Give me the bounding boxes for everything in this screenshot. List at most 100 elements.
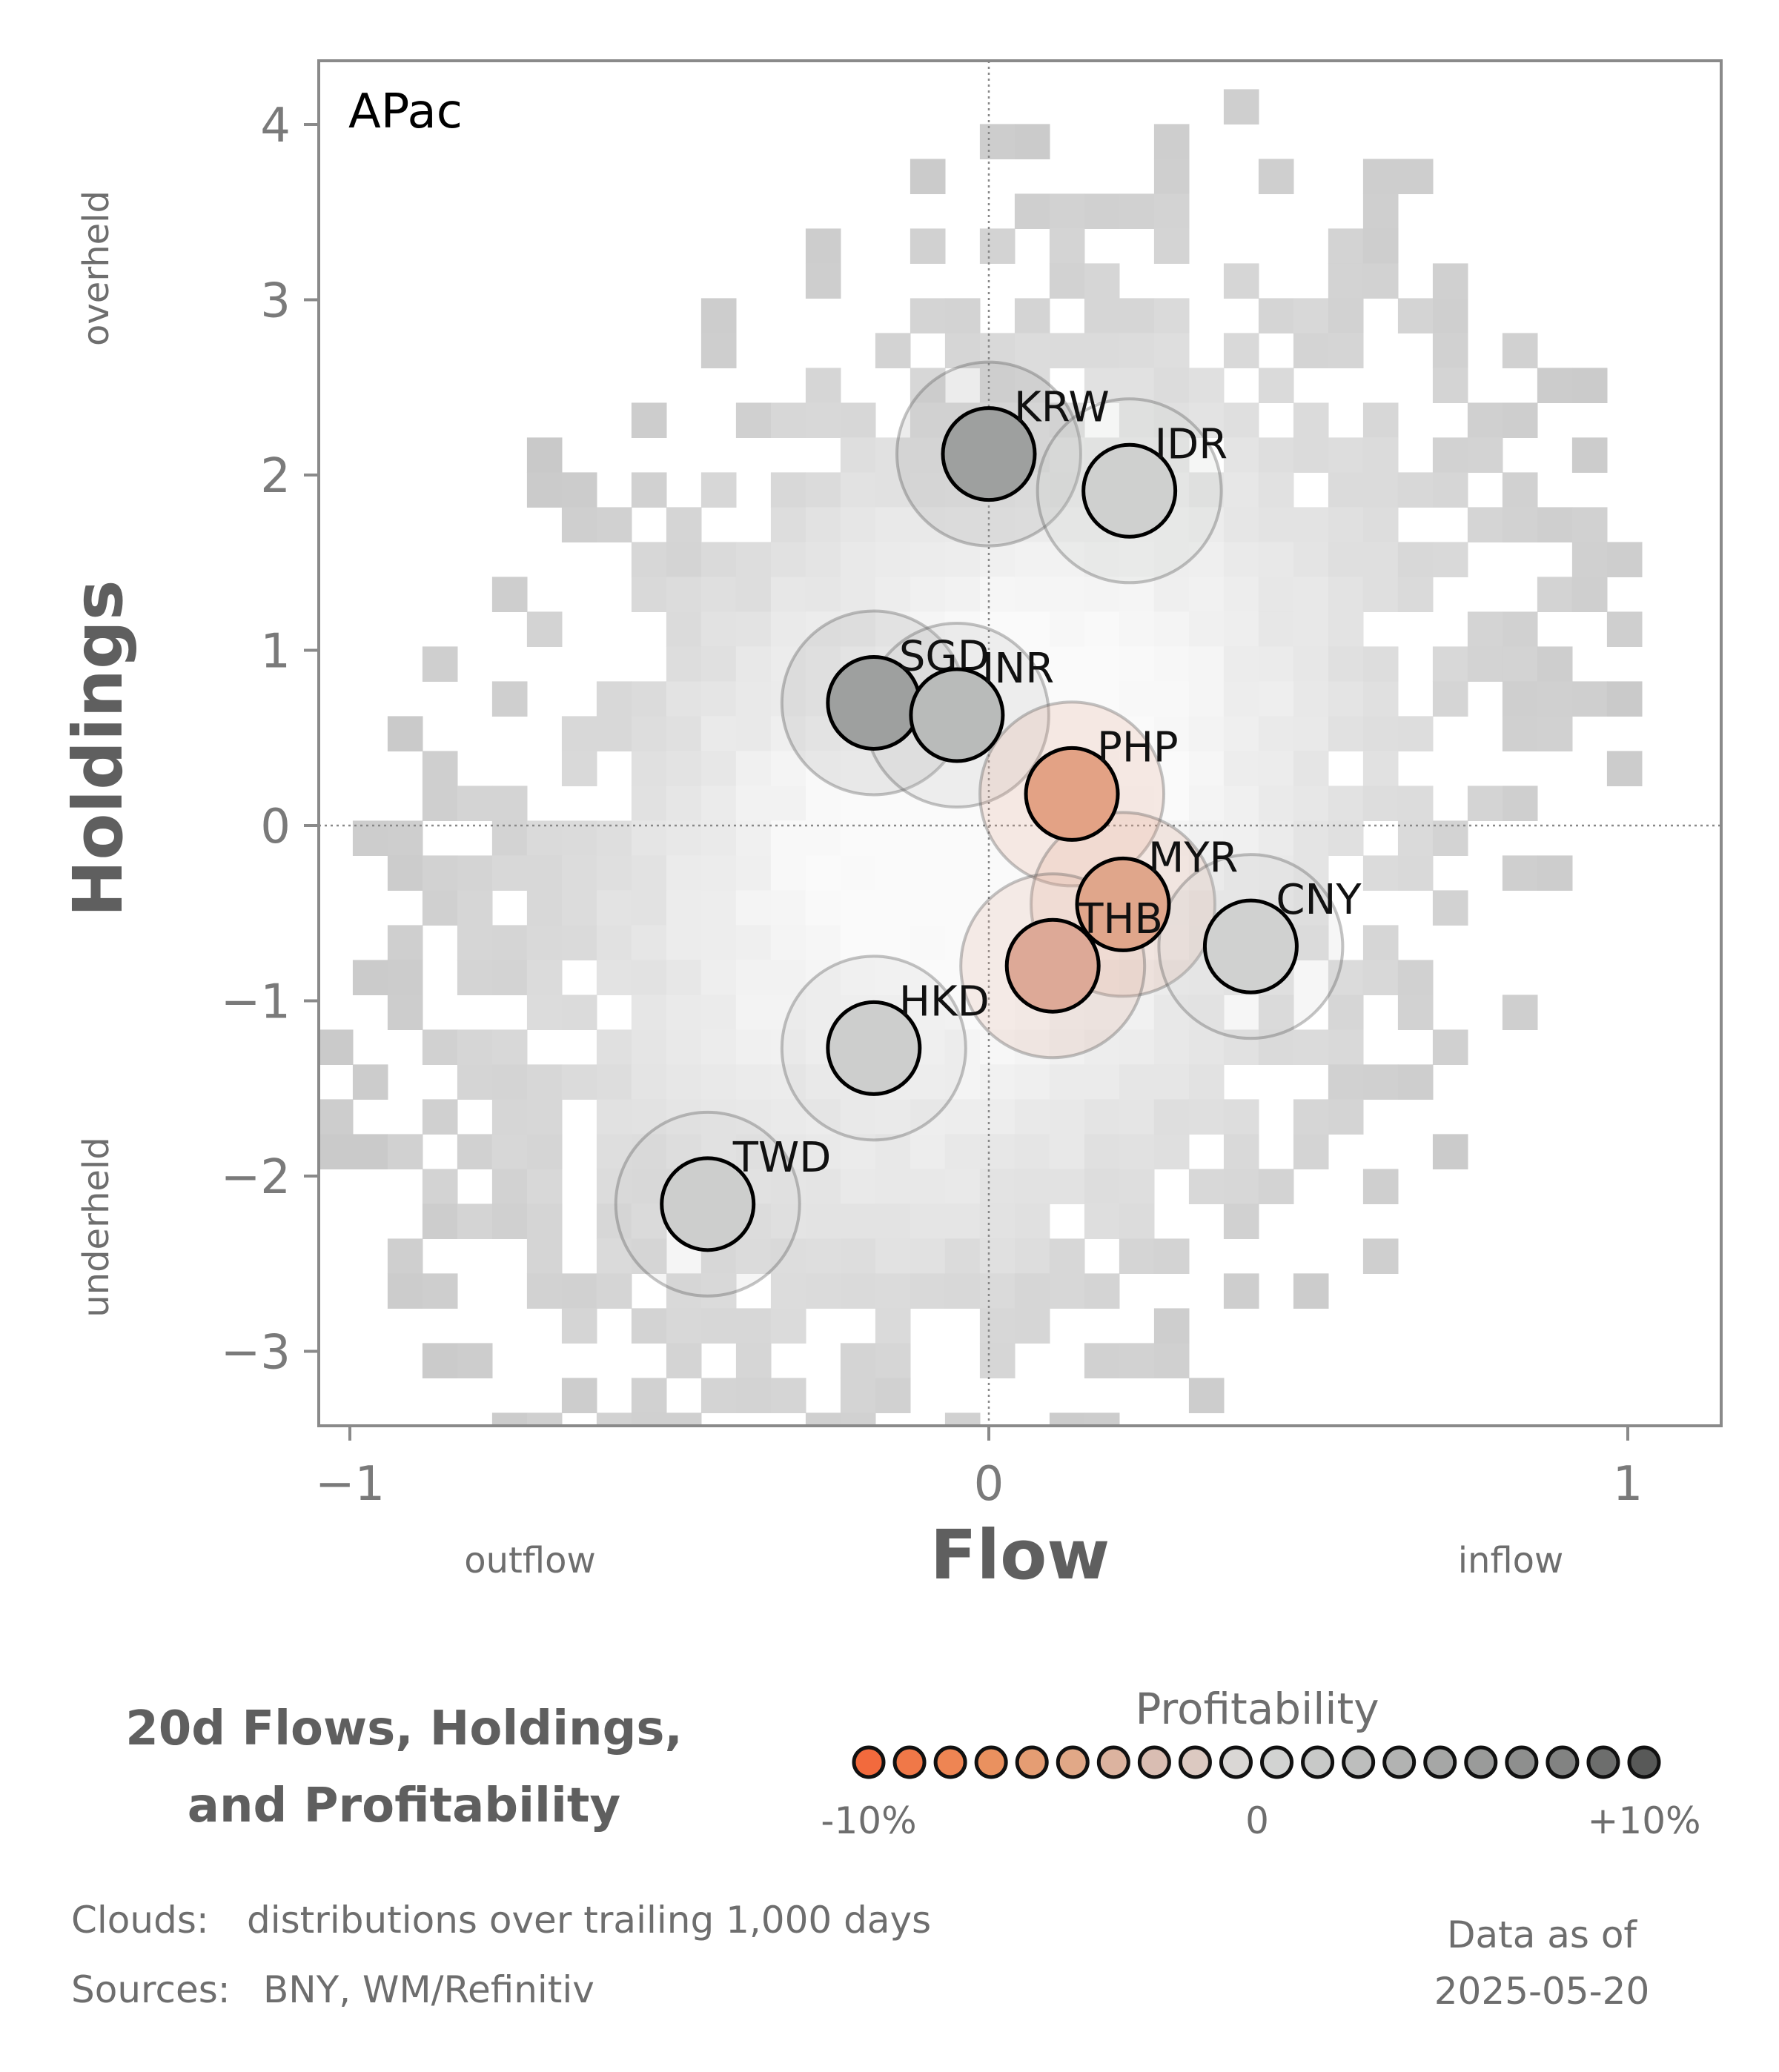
cloud-cell xyxy=(666,1029,702,1065)
cloud-cell xyxy=(666,507,702,542)
cloud-cell xyxy=(1502,716,1538,751)
cloud-cell xyxy=(666,1412,702,1426)
cloud-cell xyxy=(1153,1099,1190,1135)
cloud-cell xyxy=(944,1029,981,1065)
cloud-cell xyxy=(596,1238,632,1274)
cloud-cell xyxy=(526,1064,563,1100)
y-side-label-high: overheld xyxy=(76,190,117,346)
cloud-cell xyxy=(422,1203,458,1239)
cloud-cell xyxy=(387,995,423,1030)
x-axis-title: Flow xyxy=(930,1515,1110,1595)
cloud-cell xyxy=(944,507,981,542)
legend-swatch xyxy=(1056,1745,1090,1779)
point-label-idr: IDR xyxy=(1155,420,1228,468)
cloud-cell xyxy=(944,1273,981,1309)
cloud-cell xyxy=(1223,1273,1259,1309)
cloud-cell xyxy=(735,402,772,438)
cloud-cell xyxy=(979,577,1016,612)
cloud-cell xyxy=(422,786,458,821)
cloud-cell xyxy=(805,1099,841,1135)
cloud-cell xyxy=(910,1169,946,1204)
cloud-cell xyxy=(1119,1169,1155,1204)
cloud-cell xyxy=(840,890,876,926)
cloud-cell xyxy=(1049,263,1085,299)
cloud-cell xyxy=(805,890,841,926)
cloud-cell xyxy=(700,786,737,821)
cloud-cell xyxy=(875,1308,911,1344)
footer-date-line1: Data as of xyxy=(1447,1913,1637,1956)
cloud-cell xyxy=(1362,193,1399,229)
cloud-cell xyxy=(979,1064,1016,1100)
cloud-cell xyxy=(352,1064,388,1100)
cloud-cell xyxy=(1153,1064,1190,1100)
legend-swatch xyxy=(892,1745,927,1779)
cloud-cell xyxy=(910,159,946,194)
cloud-cell xyxy=(944,1203,981,1239)
cloud-cell xyxy=(1397,786,1434,821)
cloud-cell xyxy=(1293,507,1329,542)
legend-swatch xyxy=(1546,1745,1580,1779)
cloud-cell xyxy=(1119,333,1155,368)
cloud-cell xyxy=(1084,1064,1120,1100)
cloud-cell xyxy=(1119,786,1155,821)
cloud-cell xyxy=(596,1099,632,1135)
cloud-cell xyxy=(1153,646,1190,682)
cloud-cell xyxy=(596,890,632,926)
point-label-inr: INR xyxy=(982,645,1054,693)
cloud-cell xyxy=(944,960,981,995)
cloud-cell xyxy=(1223,1099,1259,1135)
cloud-cell xyxy=(1328,228,1364,264)
cloud-cell xyxy=(1432,368,1468,403)
cloud-cell xyxy=(1223,577,1259,612)
cloud-cell xyxy=(1188,611,1225,647)
cloud-cell xyxy=(526,925,563,960)
cloud-cell xyxy=(979,124,1016,159)
cloud-cell xyxy=(735,1343,772,1378)
cloud-cell xyxy=(1014,124,1050,159)
cloud-cell xyxy=(1258,368,1294,403)
cloud-cell xyxy=(631,1064,667,1100)
point-label-php: PHP xyxy=(1097,723,1179,771)
cloud-cell xyxy=(1188,1169,1225,1204)
cloud-cell xyxy=(1293,402,1329,438)
point-twd xyxy=(660,1156,756,1252)
cloud-cell xyxy=(1258,507,1294,542)
cloud-cell xyxy=(561,855,597,891)
cloud-cell xyxy=(1432,298,1468,333)
cloud-cell xyxy=(735,890,772,926)
cloud-cell xyxy=(700,751,737,786)
legend-title-line2: and Profitability xyxy=(188,1779,620,1833)
cloud-cell xyxy=(526,820,563,856)
cloud-cell xyxy=(700,611,737,647)
cloud-cell xyxy=(596,925,632,960)
cloud-cell xyxy=(491,1064,528,1100)
cloud-cell xyxy=(979,1099,1016,1135)
cloud-cell xyxy=(1084,1273,1120,1309)
cloud-cell xyxy=(1328,437,1364,473)
cloud-cell xyxy=(1153,1029,1190,1065)
cloud-cell xyxy=(387,855,423,891)
cloud-cell xyxy=(840,611,876,647)
cloud-cell xyxy=(840,1099,876,1135)
cloud-cell xyxy=(1537,507,1573,542)
cloud-cell xyxy=(910,507,946,542)
cloud-cell xyxy=(700,995,737,1030)
cloud-cell xyxy=(1362,751,1399,786)
cloud-cell xyxy=(1258,472,1294,508)
cloud-cell xyxy=(1119,402,1155,438)
cloud-cell xyxy=(1293,611,1329,647)
y-side-label-low: underheld xyxy=(76,1137,117,1318)
y-tick-label: −3 xyxy=(221,1326,291,1381)
point-thb xyxy=(1004,917,1101,1014)
x-tick-label: 0 xyxy=(974,1457,1004,1512)
cloud-cell xyxy=(910,820,946,856)
cloud-cell xyxy=(1362,716,1399,751)
cloud-cell xyxy=(631,1238,667,1274)
cloud-cell xyxy=(770,855,806,891)
cloud-cell xyxy=(1571,368,1608,403)
cloud-cell xyxy=(735,751,772,786)
cloud-cell xyxy=(1084,1343,1120,1378)
cloud-cell xyxy=(735,1099,772,1135)
cloud-cell xyxy=(666,577,702,612)
cloud-cell xyxy=(1502,472,1538,508)
